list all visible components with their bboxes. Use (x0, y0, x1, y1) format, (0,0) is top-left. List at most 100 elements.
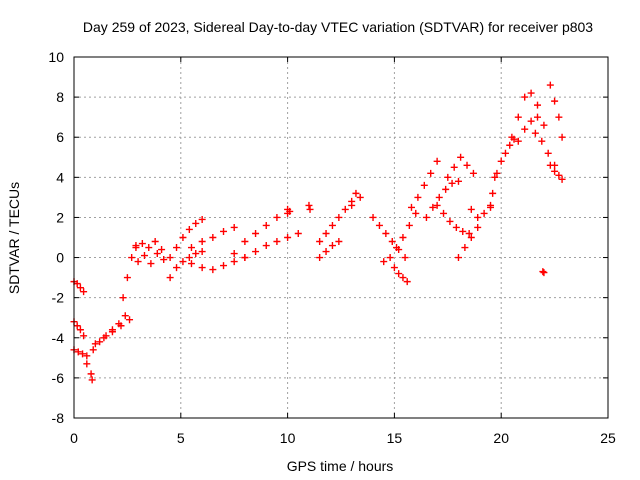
data-point (335, 238, 343, 246)
x-axis-label: GPS time / hours (287, 458, 394, 474)
data-point (74, 348, 82, 356)
data-series-s10 (166, 215, 206, 262)
data-point (316, 254, 324, 262)
x-tick-label: 10 (280, 430, 296, 446)
data-point (91, 340, 99, 348)
data-point (73, 322, 81, 330)
data-series-s31 (493, 135, 518, 177)
data-point (491, 173, 499, 181)
data-point (493, 169, 501, 177)
data-point (128, 254, 136, 262)
y-tick-label: 4 (56, 169, 64, 185)
plot-frame (73, 56, 609, 419)
data-point (273, 213, 281, 221)
y-tick-label: 0 (56, 250, 64, 266)
data-point (388, 238, 396, 246)
data-point (80, 288, 88, 296)
data-point (539, 268, 547, 276)
data-point (100, 334, 108, 342)
data-point (230, 250, 238, 258)
x-tick-label: 5 (177, 430, 185, 446)
data-point (412, 209, 420, 217)
data-series-s30 (487, 173, 499, 211)
y-tick-label: 10 (48, 49, 64, 65)
data-point (348, 201, 356, 209)
data-point (119, 294, 127, 302)
data-series-s4 (83, 312, 129, 368)
data-series-s26 (433, 201, 473, 237)
data-point (433, 157, 441, 165)
data-point (294, 229, 302, 237)
x-tick-label: 20 (493, 430, 509, 446)
data-point (448, 179, 456, 187)
data-point (463, 161, 471, 169)
data-point (273, 238, 281, 246)
data-point (198, 238, 206, 246)
data-point (527, 89, 535, 97)
data-point (474, 213, 482, 221)
data-point (198, 264, 206, 272)
data-point (73, 280, 81, 288)
data-point (551, 97, 559, 105)
data-point (198, 248, 206, 256)
y-axis-ticks: -8 -6 -4 -2 0 2 4 6 8 10 (48, 49, 608, 426)
data-point (286, 207, 294, 215)
data-point (538, 137, 546, 145)
data-point (501, 149, 509, 157)
data-point (209, 234, 217, 241)
data-point (401, 254, 409, 262)
data-point (444, 173, 452, 181)
data-point (540, 269, 548, 277)
data-point (89, 346, 97, 354)
data-point (474, 223, 482, 231)
data-point (514, 113, 522, 121)
data-point (403, 278, 411, 286)
data-series-s37 (539, 268, 548, 277)
data-point (80, 332, 88, 340)
data-point (198, 215, 206, 223)
data-point (480, 209, 488, 217)
data-point (422, 213, 430, 221)
data-point (382, 229, 390, 237)
data-point (160, 256, 168, 264)
data-point (467, 234, 475, 241)
data-point (153, 250, 161, 258)
data-point (166, 274, 174, 282)
data-series-s14 (230, 209, 292, 258)
data-point (185, 254, 193, 262)
data-point (461, 244, 469, 252)
data-point (555, 113, 563, 121)
data-point (467, 205, 475, 213)
y-tick-label: 2 (56, 209, 64, 225)
data-point (328, 221, 336, 229)
data-point (192, 219, 200, 227)
data-point (534, 101, 542, 109)
data-point (497, 157, 505, 165)
data-series-s27 (444, 153, 477, 181)
data-series-s36 (546, 161, 566, 183)
data-series-s12 (187, 223, 238, 252)
data-point (544, 149, 552, 157)
data-series-s20 (348, 189, 364, 209)
data-point (316, 238, 324, 246)
data-series-s25 (422, 177, 462, 221)
y-tick-label: -2 (52, 290, 65, 306)
y-tick-label: -8 (52, 410, 65, 426)
data-series-s22 (380, 209, 420, 266)
data-point (335, 213, 343, 221)
data-series-s7 (119, 244, 140, 302)
data-point (405, 221, 413, 229)
data-point (117, 322, 125, 330)
data-point (328, 242, 336, 250)
data-point (558, 175, 566, 183)
data-point (429, 203, 437, 211)
data-point (132, 242, 140, 250)
data-point (173, 264, 181, 272)
data-point (521, 93, 529, 101)
data-point (138, 240, 146, 248)
data-point (558, 133, 566, 141)
data-point (465, 229, 473, 237)
data-point (457, 153, 465, 161)
data-point (386, 254, 394, 262)
